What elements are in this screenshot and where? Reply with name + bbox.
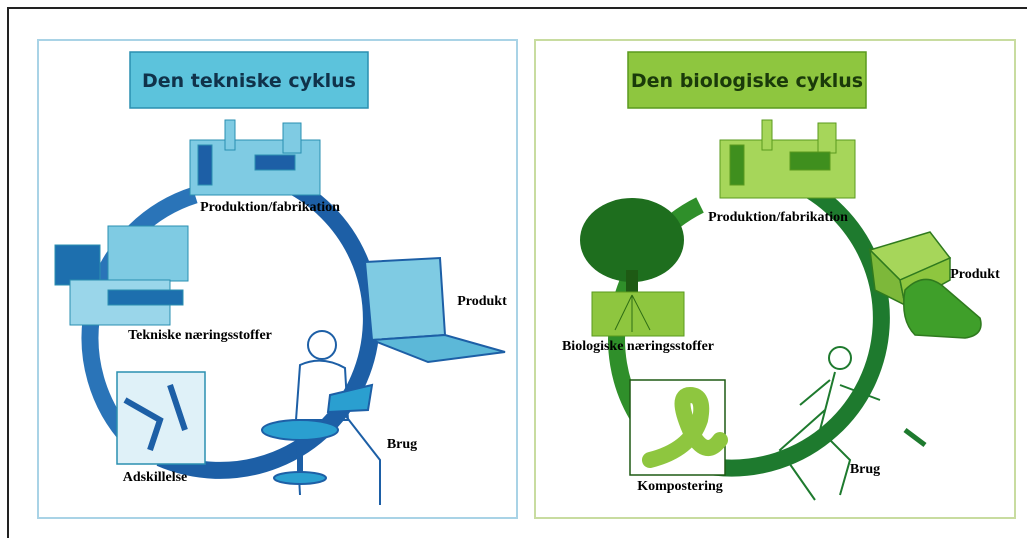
node-label: Kompostering bbox=[637, 479, 723, 494]
node-label: Produktion/fabrikation bbox=[200, 200, 340, 215]
node-label: Adskillelse bbox=[123, 470, 188, 485]
diagram: Den tekniske cyklus bbox=[0, 0, 1027, 538]
node-label: Tekniske næringsstoffer bbox=[128, 328, 272, 343]
technical-panel: Den tekniske cyklus bbox=[38, 40, 517, 518]
panel-title: Den tekniske cyklus bbox=[142, 70, 356, 92]
biological-panel: Den biologiske cyklus bbox=[535, 40, 1015, 518]
node-label: Produktion/fabrikation bbox=[708, 210, 848, 225]
node-label: Brug bbox=[387, 437, 417, 452]
node-label: Produkt bbox=[950, 267, 1000, 282]
node-label: Biologiske næringsstoffer bbox=[562, 339, 714, 354]
node-label: Produkt bbox=[457, 294, 507, 309]
tree-icon bbox=[580, 198, 684, 336]
node-label: Brug bbox=[850, 462, 880, 477]
disassembly-icon bbox=[117, 372, 205, 464]
compost-icon bbox=[630, 380, 725, 475]
panel-title: Den biologiske cyklus bbox=[631, 70, 863, 92]
